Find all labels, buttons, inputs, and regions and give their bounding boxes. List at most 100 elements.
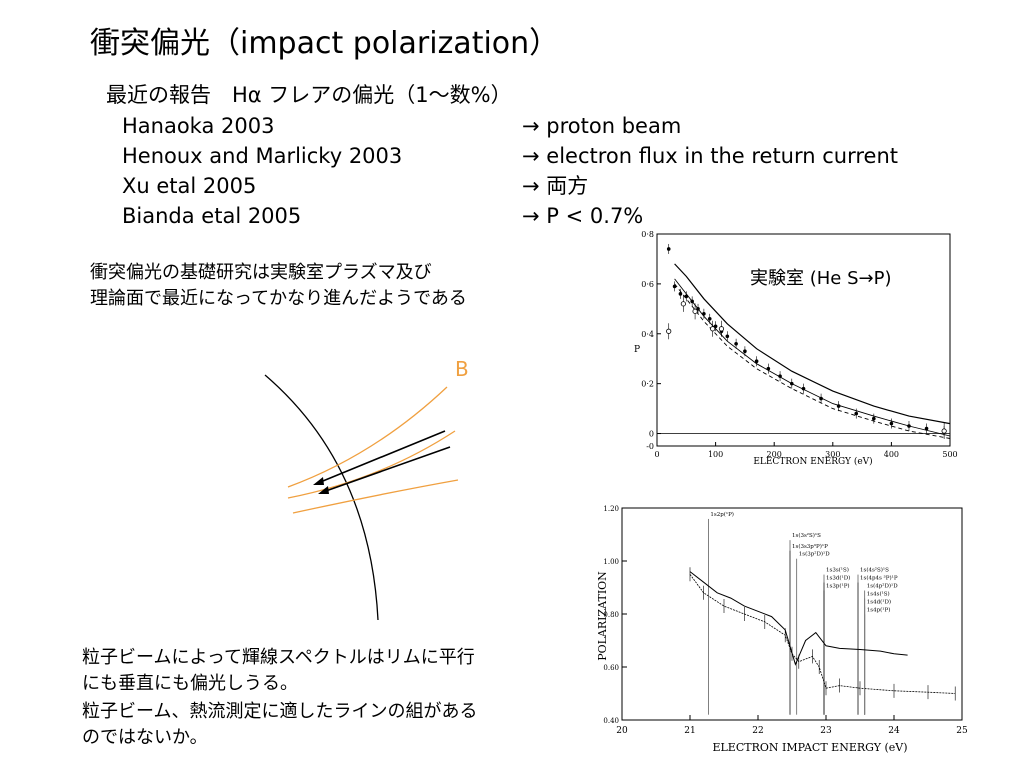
lab-label: 実験室 (He S→P) (750, 264, 892, 290)
arrow-right-icon: → (522, 114, 540, 138)
report-author-3: Xu etal 2005 (122, 174, 257, 198)
resonance-label: 1s3p(¹P) (826, 583, 850, 590)
resonance-label: 1s(4p²D)¹D (867, 583, 898, 590)
data-point (690, 299, 694, 304)
open-data-point (941, 428, 947, 434)
report-author-4: Bianda etal 2005 (122, 204, 302, 228)
field-line (287, 430, 456, 499)
x-tick-label: 22 (752, 726, 763, 736)
beam-arrow (317, 430, 446, 484)
x-tick-label: 20 (616, 726, 628, 736)
data-point (889, 421, 894, 426)
data-point (819, 396, 823, 401)
data-point (707, 317, 712, 321)
field-line (287, 386, 448, 488)
theory-curve (674, 283, 951, 439)
data-point (678, 292, 683, 296)
note-lab-line-2: 理論面で最近になってかなり進んだようである (90, 288, 467, 309)
data-point (778, 374, 782, 378)
y-tick-label: 0·4 (641, 330, 654, 339)
x-tick-label: 100 (708, 450, 723, 459)
theory-curve (674, 278, 951, 437)
y-tick-label: 0.40 (603, 717, 619, 725)
note-beam-line-4: のではないか。 (82, 727, 208, 748)
x-tick-label: 23 (820, 726, 832, 736)
chart-annotations: 1s2p(¹P) 1s(3s²S)¹S 1s(3s3p³P)¹P1s(3p²D)¹D… (708, 511, 898, 715)
resonance-label: 1s(3s3p³P)¹P (792, 543, 828, 550)
open-data-point (666, 328, 672, 334)
slide-title: 衝突偏光（impact polarization） (90, 26, 560, 61)
report-result-2: → electron flux in the return current (522, 141, 898, 171)
chart-xlabel: ELECTRON IMPACT ENERGY (eV) (712, 741, 907, 754)
note-beam-line-2: にも垂直にも偏光しうる。 (82, 673, 298, 694)
y-tick-label: 0·6 (641, 280, 654, 289)
report-result-1: → proton beam (522, 111, 681, 141)
data-point (766, 366, 771, 371)
open-data-point (718, 326, 725, 332)
data-point (702, 312, 706, 316)
chart-axes (621, 507, 963, 721)
report-author-1: Hanaoka 2003 (122, 114, 275, 138)
data-point (924, 426, 929, 431)
plot-frame (656, 233, 951, 447)
arrow-right-icon: → (522, 174, 540, 198)
report-result-text: 両方 (546, 174, 589, 198)
solar-limb-curve (264, 374, 379, 621)
resonance-label: 1s(3s²S)¹S (792, 532, 821, 539)
report-result-text: P < 0.7% (546, 204, 644, 228)
beam-field-diagram (264, 374, 459, 621)
resonance-label: 1s(4p4s ³P)¹P (860, 575, 898, 582)
chart-ticks: 0 100 200 300 400 500-000·20·40·60·8 (641, 230, 957, 459)
x-tick-label: 300 (825, 450, 840, 459)
data-point (907, 424, 911, 428)
chart-polarization-energy: 0 100 200 300 400 500-000·20·40·60·8 ELECTRON… (634, 230, 958, 467)
resonance-label: 1s3s(¹S) (826, 567, 849, 574)
x-tick-label: 400 (884, 450, 899, 459)
x-tick-label: 21 (684, 726, 695, 736)
resonance-label: 1s(3p²D)¹D (799, 551, 830, 558)
x-tick-label: 24 (888, 726, 900, 736)
data-point (801, 386, 806, 391)
y-tick-label: -0 (646, 442, 654, 451)
x-tick-label: 500 (942, 450, 957, 459)
data-point (684, 294, 689, 299)
report-result-3: → 両方 (522, 171, 588, 201)
arrow-right-icon: → (858, 268, 874, 289)
arrow-right-icon: → (522, 204, 540, 228)
chart-ylabel: P (634, 345, 640, 355)
report-result-text: proton beam (546, 114, 682, 138)
y-tick-label: 0 (649, 430, 654, 439)
data-point (743, 349, 747, 354)
x-tick-label: 25 (956, 726, 968, 736)
chart-series (666, 243, 951, 440)
data-point (666, 247, 671, 251)
chart-ticks: 20 21 22 23 24 25 0.40 0.60 0.80 1.00 1.20 (603, 505, 968, 736)
data-point (734, 341, 738, 346)
open-data-point (692, 308, 698, 314)
y-tick-label: 0.60 (603, 664, 619, 672)
x-tick-label: 0 (654, 450, 659, 459)
arrowhead-icon (318, 486, 329, 494)
data-point (789, 381, 794, 386)
y-tick-label: 1.00 (603, 558, 619, 566)
data-point (836, 404, 841, 408)
report-heading: 最近の報告 Hα フレアの偏光（1～数%） (106, 83, 512, 107)
report-result-4: → P < 0.7% (522, 201, 643, 231)
field-label-b: B (455, 357, 469, 381)
chart-axes (656, 233, 951, 447)
y-tick-label: 0·2 (641, 380, 654, 389)
y-tick-label: 1.20 (603, 505, 619, 513)
chart-xlabel: ELECTRON ENERGY (eV) (753, 456, 872, 467)
report-result-text: electron flux in the return current (546, 144, 898, 168)
arrowhead-icon (313, 477, 324, 485)
x-tick-label: 200 (767, 450, 782, 459)
theory-curve (689, 571, 908, 666)
field-line (292, 479, 459, 514)
lab-label-text: 実験室 (He S (750, 268, 859, 289)
arrow-right-icon: → (522, 144, 540, 168)
data-point (754, 359, 759, 363)
open-data-point (680, 301, 686, 307)
data-point (872, 416, 876, 421)
data-point (854, 411, 859, 416)
chart-polarization-impact: 20 21 22 23 24 25 0.40 0.60 0.80 1.00 1.20 1s2p(¹P… (596, 505, 968, 754)
